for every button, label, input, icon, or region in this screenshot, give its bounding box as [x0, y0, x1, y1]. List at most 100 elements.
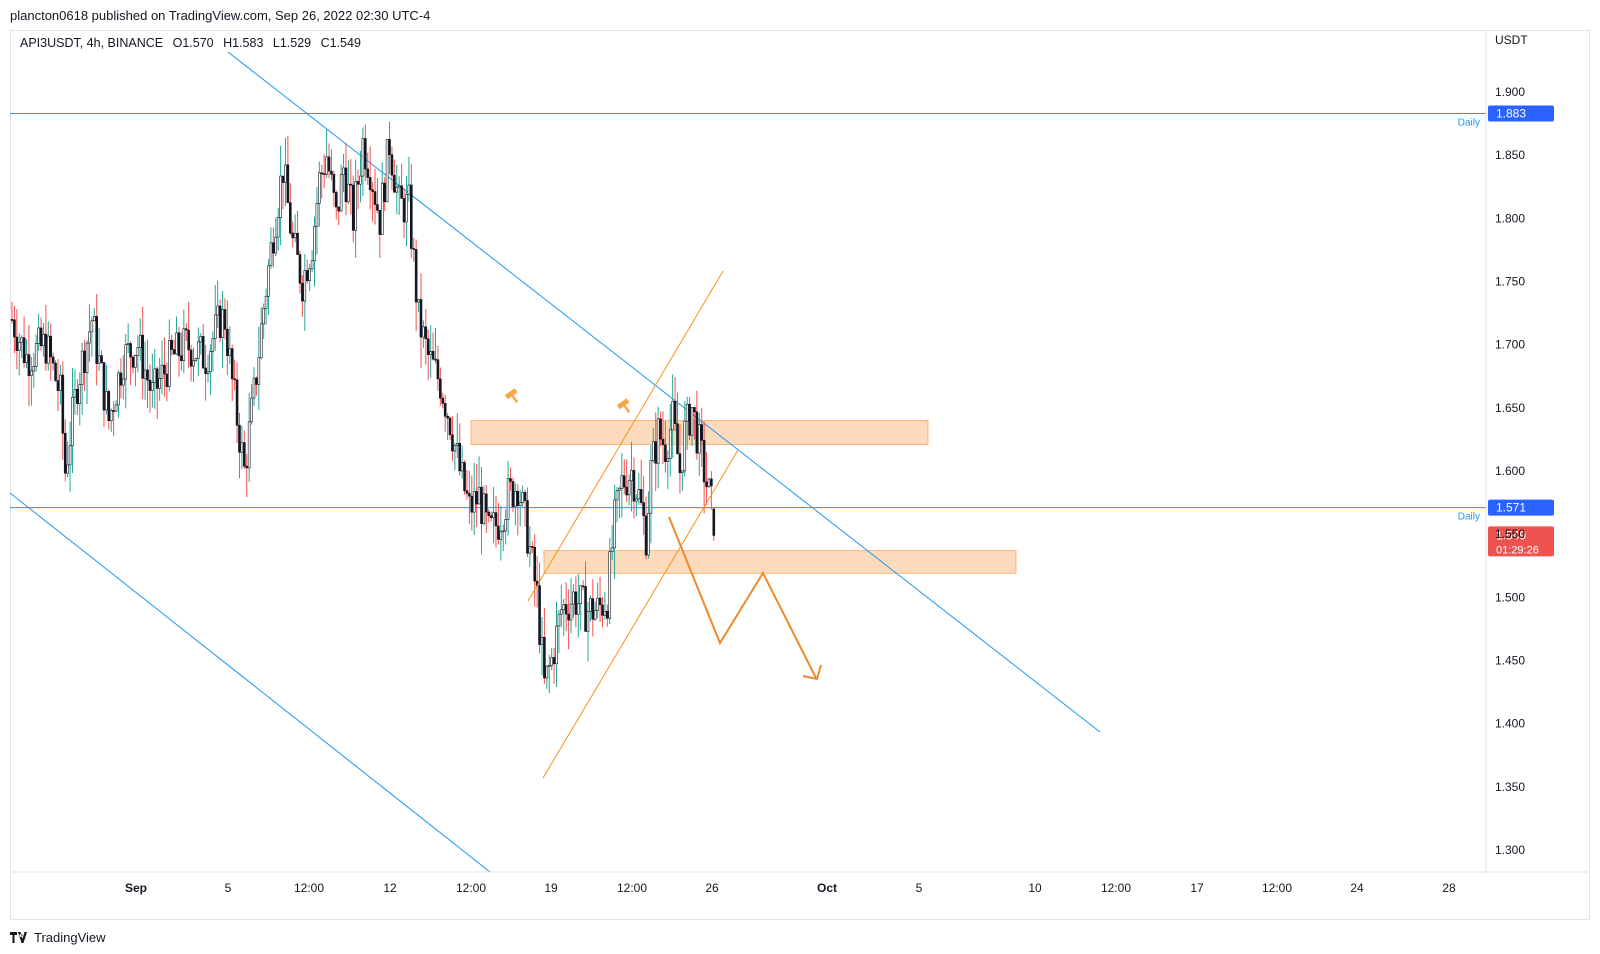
- candle-body: [635, 498, 638, 502]
- candle-body: [550, 657, 553, 666]
- candle-body: [405, 193, 408, 223]
- candle-body: [168, 340, 171, 387]
- candle-body: [545, 665, 549, 679]
- candle-body: [42, 333, 45, 347]
- symbol-label: API3USDT, 4h, BINANCE: [20, 36, 164, 50]
- candle-body: [44, 333, 48, 364]
- candle-body: [487, 511, 491, 516]
- candle-body: [30, 370, 33, 376]
- candle-body: [569, 603, 573, 621]
- lower-channel-line: [9, 492, 491, 873]
- price-tick-label: 1.550: [1495, 527, 1525, 541]
- channel-upper-line: [527, 270, 724, 602]
- level-price-badge: [1488, 499, 1554, 516]
- candle-body: [697, 424, 701, 454]
- candle-body: [644, 515, 648, 556]
- price-axis: USDT 1.900 1.850 1.800 1.750 1.700 1.650 1.600 1…: [1485, 31, 1528, 873]
- candle-body: [155, 368, 159, 389]
- candle-body: [477, 486, 481, 505]
- candle-body: [693, 407, 696, 413]
- candle-body: [603, 610, 607, 616]
- candle-body: [332, 174, 336, 193]
- candle-body: [443, 403, 447, 417]
- publisher-header: plancton0618 published on TradingView.co…: [10, 8, 431, 23]
- candle-body: [364, 138, 367, 170]
- candle-body: [182, 328, 186, 361]
- candle-body: [475, 491, 478, 505]
- candle-body: [288, 202, 292, 234]
- candle-body: [61, 374, 65, 434]
- candle-body: [589, 598, 592, 612]
- candle-body: [606, 610, 609, 619]
- open-value: O1.570: [172, 36, 214, 50]
- candle-body: [654, 441, 658, 464]
- candle-body: [291, 232, 295, 239]
- candle-body: [528, 546, 532, 554]
- candle-body: [73, 389, 77, 398]
- candle-body: [180, 355, 183, 361]
- time-tick-label: 24: [1350, 881, 1364, 895]
- candle-body: [518, 502, 522, 506]
- candle-body: [458, 443, 462, 472]
- candle-body: [468, 493, 471, 497]
- price-tick-label: 1.750: [1495, 275, 1525, 289]
- candle-body: [564, 604, 568, 615]
- candle-body: [390, 154, 394, 176]
- candle-body: [233, 378, 236, 381]
- candle-body: [315, 202, 319, 227]
- current-price-text: 1.549: [1496, 528, 1526, 542]
- candle-body: [32, 366, 36, 372]
- candle-body: [92, 316, 96, 322]
- candle-body: [494, 512, 498, 527]
- candle-body: [63, 432, 67, 474]
- candle-body: [320, 172, 324, 175]
- candle-body: [160, 364, 164, 379]
- candle-body: [286, 164, 290, 203]
- candle-body: [170, 340, 174, 350]
- candle-body: [259, 323, 263, 359]
- candle-body: [492, 512, 495, 519]
- candle-body: [356, 181, 360, 185]
- candle-body: [567, 613, 570, 621]
- candle-body: [620, 475, 624, 489]
- candle-body: [201, 336, 205, 369]
- candle-body: [204, 367, 207, 375]
- candle-body: [397, 185, 401, 188]
- candle-body: [184, 328, 188, 331]
- candle-body: [514, 491, 517, 507]
- high-value: H1.583: [223, 36, 264, 50]
- candle-body: [482, 493, 486, 524]
- candle-body: [618, 488, 621, 491]
- candle-body: [649, 460, 653, 514]
- candle-body: [584, 586, 587, 632]
- candle-body: [376, 204, 379, 211]
- candle-body: [51, 356, 55, 364]
- candle-body: [209, 351, 212, 373]
- candle-body: [395, 186, 399, 193]
- candle-body: [712, 508, 716, 536]
- candle-body: [431, 350, 435, 360]
- candle-body: [574, 591, 578, 615]
- candle-body: [659, 418, 662, 440]
- candle-body: [148, 379, 152, 391]
- candle-body: [252, 377, 256, 399]
- candle-body: [100, 355, 103, 363]
- candle-body: [303, 270, 307, 302]
- candle-body: [10, 319, 14, 321]
- candle-body: [434, 358, 437, 361]
- level-price-badge: [1488, 105, 1554, 122]
- candle-body: [409, 184, 413, 249]
- hammer-handle: [623, 405, 631, 414]
- footer-brand[interactable]: TradingView: [10, 930, 106, 945]
- candle-body: [439, 378, 442, 399]
- price-tick-label: 1.450: [1495, 654, 1525, 668]
- candle-body: [417, 299, 420, 303]
- candle-body: [17, 341, 21, 351]
- candle-body: [136, 347, 140, 356]
- candle-body: [702, 440, 706, 483]
- candle-body: [448, 417, 452, 436]
- candle-body: [322, 173, 326, 175]
- time-tick-label: 12: [383, 881, 397, 895]
- candle-body: [625, 486, 628, 496]
